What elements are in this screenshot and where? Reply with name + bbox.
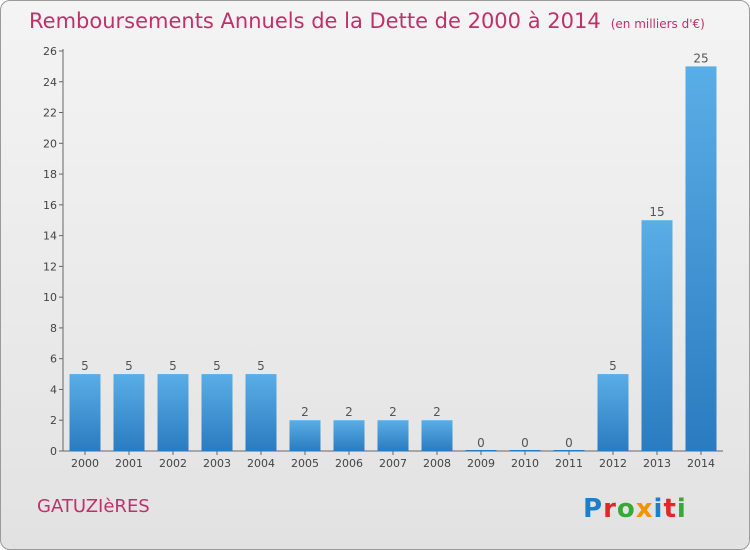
x-tick-label: 2014 [687, 457, 715, 470]
y-tick-label: 24 [43, 76, 57, 89]
y-tick-label: 4 [50, 383, 57, 396]
y-tick-label: 0 [50, 445, 57, 458]
y-tick-label: 22 [43, 107, 57, 120]
data-label: 5 [169, 359, 177, 373]
data-label: 15 [649, 205, 664, 219]
bar [157, 374, 189, 451]
x-tick-label: 2001 [115, 457, 143, 470]
x-tick-label: 2000 [71, 457, 99, 470]
data-label: 5 [609, 359, 617, 373]
x-tick-label: 2008 [423, 457, 451, 470]
chart-unit: (en milliers d'€) [610, 17, 705, 31]
bar [333, 420, 365, 451]
bar [685, 66, 717, 451]
y-tick-label: 12 [43, 260, 57, 273]
bar [377, 420, 409, 451]
bar [245, 374, 277, 451]
y-tick-label: 16 [43, 199, 57, 212]
bar [597, 374, 629, 451]
chart-title: Remboursements Annuels de la Dette de 20… [29, 9, 705, 33]
bar [201, 374, 233, 451]
data-label: 0 [521, 436, 529, 450]
x-tick-label: 2011 [555, 457, 583, 470]
y-tick-label: 14 [43, 230, 57, 243]
x-tick-label: 2004 [247, 457, 275, 470]
y-tick-label: 10 [43, 291, 57, 304]
bar [641, 220, 673, 451]
x-tick-label: 2006 [335, 457, 363, 470]
data-label: 5 [81, 359, 89, 373]
bars [69, 66, 717, 451]
data-label: 2 [301, 405, 309, 419]
x-tick-label: 2012 [599, 457, 627, 470]
proxiti-logo-mark: Proxiti [583, 494, 687, 524]
y-tick-label: 2 [50, 414, 57, 427]
x-tick-label: 2009 [467, 457, 495, 470]
data-label: 5 [125, 359, 133, 373]
y-tick-label: 20 [43, 137, 57, 150]
data-label: 0 [565, 436, 573, 450]
data-label: 25 [693, 51, 708, 65]
data-labels: 5 5 5 5 5 2 2 2 2 0 0 0 5 15 25 [81, 51, 708, 450]
data-label: 0 [477, 436, 485, 450]
x-tick-label: 2013 [643, 457, 671, 470]
x-tick-label: 2002 [159, 457, 187, 470]
svg-text:Proxiti: Proxiti [583, 494, 687, 524]
data-label: 2 [389, 405, 397, 419]
data-label: 5 [213, 359, 221, 373]
bar [289, 420, 321, 451]
x-tick-label: 2010 [511, 457, 539, 470]
y-tick-label: 6 [50, 353, 57, 366]
title-text: Remboursements Annuels de la Dette de 20… [29, 9, 601, 33]
data-label: 5 [257, 359, 265, 373]
bar [113, 374, 145, 451]
y-tick-label: 26 [43, 45, 57, 58]
x-tick-label: 2003 [203, 457, 231, 470]
bar [69, 374, 101, 451]
data-label: 2 [345, 405, 353, 419]
y-tick-label: 18 [43, 168, 57, 181]
bar [421, 420, 453, 451]
y-tick-label: 8 [50, 322, 57, 335]
proxiti-logo[interactable]: Proxiti [583, 489, 691, 525]
x-tick-label: 2005 [291, 457, 319, 470]
commune-name: GATUZIèRES [37, 496, 150, 517]
x-tick-label: 2007 [379, 457, 407, 470]
data-label: 2 [433, 405, 441, 419]
